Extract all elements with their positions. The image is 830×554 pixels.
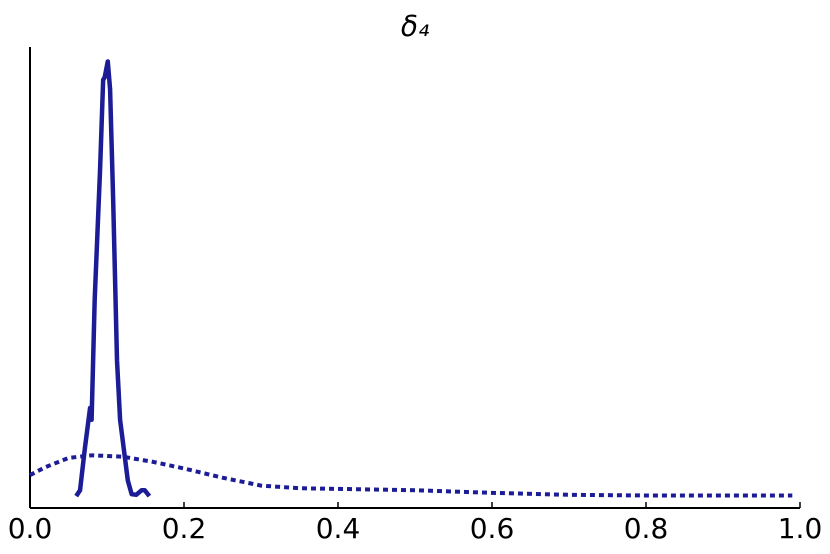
- x-tick-label: 0.4: [316, 512, 361, 545]
- chart-title: δ₄: [401, 10, 429, 43]
- x-tick-label: 0.2: [162, 512, 207, 545]
- x-tick-label: 1.0: [778, 512, 823, 545]
- x-tick-label: 0.6: [470, 512, 515, 545]
- x-tick-label: 0.0: [8, 512, 53, 545]
- x-tick-label: 0.8: [624, 512, 669, 545]
- density-line: [74, 59, 152, 498]
- density-line: [29, 453, 793, 498]
